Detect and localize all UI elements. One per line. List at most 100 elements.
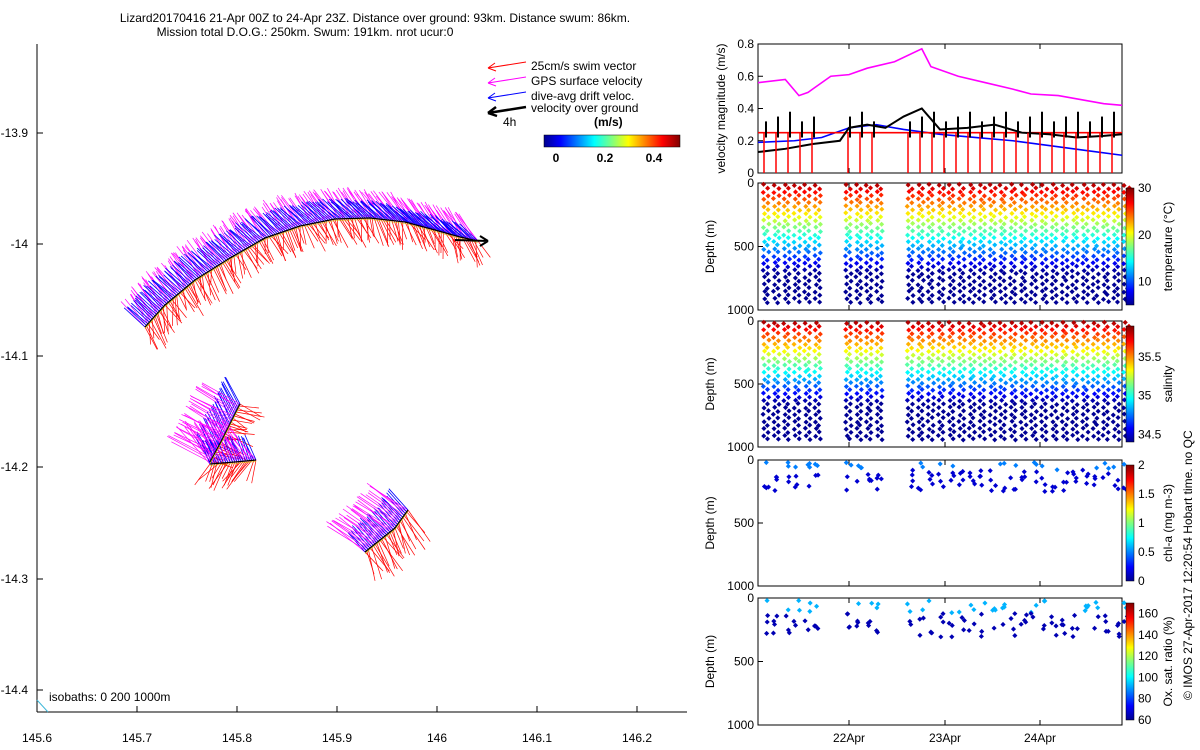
vector-arrow — [385, 219, 402, 245]
profile-point — [1064, 214, 1070, 220]
profile-point — [1049, 203, 1055, 209]
profile-point — [1070, 254, 1076, 260]
profile-point — [930, 263, 936, 270]
profile-point — [1040, 267, 1046, 273]
vector-arrow — [236, 409, 262, 414]
profile-point — [1111, 232, 1117, 238]
vector-arrow — [396, 526, 416, 556]
y-axis-label: Depth (m) — [703, 635, 717, 688]
ytick-label: 0 — [747, 166, 754, 180]
colorbar-tick-label: 140 — [1138, 628, 1158, 642]
profile-point — [1080, 369, 1086, 375]
profile-point — [926, 376, 932, 382]
vector-arrow — [269, 210, 290, 230]
profile-point — [1106, 299, 1112, 305]
profile-point — [854, 419, 860, 425]
profile-point — [1114, 393, 1120, 400]
profile-point — [957, 282, 963, 288]
vector-arrow — [210, 459, 233, 469]
profile-point — [991, 213, 997, 219]
vector-arrow — [227, 461, 238, 486]
vector-arrow — [440, 207, 459, 237]
profile-point — [929, 437, 935, 443]
profile-point — [1012, 331, 1018, 337]
profile-point — [1085, 200, 1091, 206]
profile-point — [1112, 405, 1118, 411]
vector-arrow — [378, 541, 390, 567]
profile-point — [782, 404, 789, 411]
profile-point — [915, 412, 921, 418]
profile-point — [1029, 204, 1035, 210]
profile-point — [854, 282, 861, 288]
profile-point — [791, 618, 797, 624]
profile-point — [760, 390, 766, 396]
profile-point — [1039, 182, 1045, 188]
profile-point — [993, 408, 999, 414]
profile-point — [863, 419, 869, 425]
profile-point — [1084, 401, 1090, 407]
profile-point — [1043, 415, 1049, 421]
vector-arrow — [219, 225, 239, 254]
profile-point — [858, 366, 864, 372]
profile-point — [919, 271, 925, 277]
profile-point — [858, 416, 864, 422]
track-color-line — [209, 461, 257, 466]
profile-point — [1038, 252, 1044, 258]
vector-arrow — [191, 282, 202, 306]
profile-point — [1092, 246, 1098, 252]
vector-arrow — [204, 417, 220, 447]
profile-point — [816, 270, 822, 276]
profile-point — [1065, 394, 1071, 400]
profile-point — [947, 260, 953, 266]
profile-point — [1081, 384, 1087, 390]
vector-arrow — [260, 216, 280, 234]
profile-point — [906, 253, 912, 259]
profile-point — [1081, 182, 1087, 188]
profile-point — [1064, 228, 1070, 234]
profile-point — [1101, 362, 1107, 368]
vector-arrow — [241, 251, 246, 275]
profile-point — [807, 271, 813, 277]
profile-point — [1022, 249, 1028, 255]
profile-point — [770, 630, 776, 636]
vector-arrow — [174, 261, 194, 282]
vector-arrow — [310, 223, 326, 252]
vector-arrow — [163, 306, 165, 334]
profile-point — [935, 355, 941, 362]
profile-point — [869, 372, 875, 379]
profile-point — [1030, 433, 1036, 439]
profile-point — [1100, 182, 1106, 188]
profile-point — [960, 401, 966, 407]
profile-point — [761, 196, 767, 202]
profile-point — [857, 292, 863, 298]
profile-point — [1059, 342, 1065, 348]
profile-point — [947, 253, 953, 259]
vector-arrow — [227, 427, 246, 436]
profile-point — [947, 334, 953, 340]
vector-arrow — [233, 460, 253, 482]
profile-point — [1064, 193, 1070, 199]
profile-point — [1092, 476, 1098, 482]
panel-frame — [757, 43, 1123, 174]
vector-arrow — [169, 300, 181, 320]
profile-point — [1075, 293, 1081, 299]
profile-point — [764, 271, 771, 277]
vector-arrow — [194, 279, 207, 302]
profile-point — [854, 260, 860, 266]
profile-point — [905, 274, 911, 280]
profile-point — [868, 379, 874, 385]
profile-point — [998, 377, 1004, 383]
vector-arrow — [421, 226, 431, 248]
profile-point — [1101, 349, 1107, 355]
profile-point — [854, 377, 860, 383]
profile-point — [785, 352, 791, 358]
vector-arrow — [268, 236, 283, 257]
profile-point — [1064, 430, 1070, 436]
profile-point — [1085, 359, 1091, 365]
profile-point — [916, 189, 922, 195]
vector-arrow — [392, 529, 400, 557]
profile-point — [981, 394, 987, 400]
profile-point — [1060, 327, 1066, 334]
profile-point — [945, 412, 951, 418]
profile-point — [910, 293, 916, 299]
